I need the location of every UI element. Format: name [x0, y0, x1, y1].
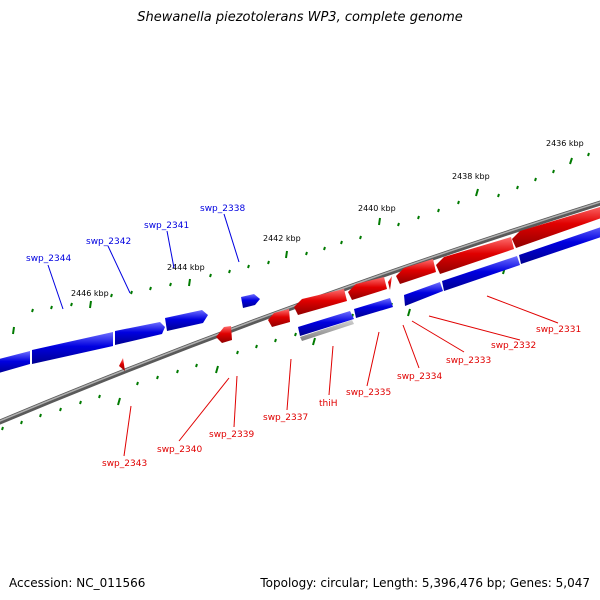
gene-swp-2338[interactable] — [241, 294, 260, 308]
tick-label-2444: 2444 kbp — [167, 263, 205, 272]
forward-strand-genes — [0, 224, 600, 374]
label-swp-2332[interactable]: swp_2332 — [491, 341, 536, 351]
label-swp-2333[interactable]: swp_2333 — [446, 356, 491, 366]
accession-text: Accession: NC_011566 — [9, 576, 146, 590]
label-swp-2340[interactable]: swp_2340 — [157, 445, 202, 455]
gene-swp-2335-fwd[interactable] — [298, 311, 354, 336]
gene-swp-2340[interactable] — [216, 326, 232, 343]
gene-swp-2342[interactable] — [32, 332, 113, 364]
topology-text: Topology: circular; Length: 5,396,476 bp… — [260, 576, 590, 590]
gene-thih-fwd[interactable] — [300, 320, 354, 341]
gene-swp-2333[interactable] — [396, 259, 436, 284]
gene-swp-2343[interactable] — [119, 358, 125, 371]
gene-swp-2332[interactable] — [436, 237, 514, 274]
gene-swp-2333-fwd[interactable] — [404, 282, 443, 306]
label-swp-2341[interactable]: swp_2341 — [144, 221, 189, 231]
outer-tick-ring — [12, 152, 590, 335]
forward-gene-label-text: swp_2338 swp_2341 swp_2342 swp_2344 — [26, 204, 245, 264]
tick-label-2440: 2440 kbp — [358, 204, 396, 213]
label-thih[interactable]: thiH — [319, 399, 338, 409]
tick-label-2442: 2442 kbp — [263, 234, 301, 243]
label-swp-2331[interactable]: swp_2331 — [536, 325, 581, 335]
gene-swp-2337[interactable] — [268, 309, 290, 327]
label-swp-2339[interactable]: swp_2339 — [209, 430, 254, 440]
label-swp-2335[interactable]: swp_2335 — [346, 388, 391, 398]
gene-swp-2340-block[interactable] — [165, 310, 208, 331]
gene-swp-2344[interactable] — [0, 351, 30, 374]
reverse-gene-labels — [123, 295, 559, 457]
tick-labels: 2436 kbp 2438 kbp 2440 kbp 2442 kbp 2444… — [71, 139, 584, 298]
label-swp-2338[interactable]: swp_2338 — [200, 204, 245, 214]
gene-swp-2331-fwd[interactable] — [519, 224, 600, 264]
gene-swp-2332-fwd[interactable] — [442, 256, 520, 291]
tick-label-2436: 2436 kbp — [546, 139, 584, 148]
forward-gene-labels — [47, 213, 240, 310]
label-swp-2344[interactable]: swp_2344 — [26, 254, 71, 264]
tick-label-2446: 2446 kbp — [71, 289, 109, 298]
tick-label-2438: 2438 kbp — [452, 172, 490, 181]
gene-swp-2334-fwd[interactable] — [354, 298, 393, 318]
label-swp-2343[interactable]: swp_2343 — [102, 459, 147, 469]
gene-swp-2341[interactable] — [115, 322, 165, 345]
label-swp-2337[interactable]: swp_2337 — [263, 413, 308, 423]
label-swp-2342[interactable]: swp_2342 — [86, 237, 131, 247]
label-swp-2334[interactable]: swp_2334 — [397, 372, 442, 382]
gene-swp-2335[interactable] — [294, 289, 347, 315]
reverse-strand-genes — [119, 204, 600, 371]
reverse-gene-label-text: swp_2331 swp_2332 swp_2333 swp_2334 swp_… — [102, 325, 581, 469]
gene-swp-2331[interactable] — [512, 204, 600, 248]
map-title: Shewanella piezotolerans WP3, complete g… — [137, 10, 463, 25]
gene-swp-2334[interactable] — [388, 276, 392, 290]
gene-thih[interactable] — [348, 277, 387, 300]
